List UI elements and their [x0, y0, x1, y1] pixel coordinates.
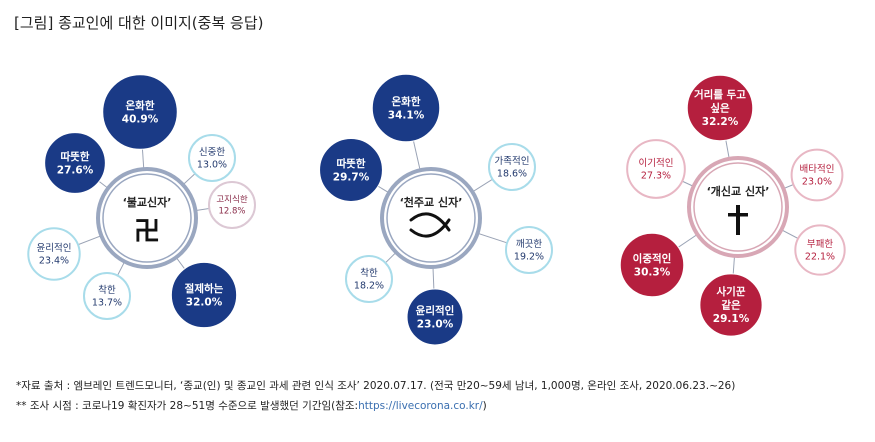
bubble-value: 13.7%: [92, 298, 122, 309]
bubble-label: 따뜻한: [337, 157, 366, 170]
bubble-value: 29.1%: [713, 313, 750, 325]
bubble-label: 깨끗한: [516, 238, 542, 250]
bubble-value: 18.6%: [497, 169, 527, 180]
bubble-value: 23.0%: [417, 318, 454, 330]
bubble-label: 윤리적인: [416, 304, 455, 317]
period-note-end: ): [482, 400, 487, 412]
center-ring-inner: [386, 173, 476, 263]
bubble-value: 27.3%: [641, 171, 671, 182]
bubble-label: 온화한: [126, 99, 155, 112]
bubble-value: 34.1%: [388, 109, 425, 121]
center-label: ‘천주교 신자’: [400, 195, 463, 209]
bubble-label: 가족적인: [495, 155, 530, 167]
bubble: [505, 226, 553, 274]
bubble-label: 절제하는: [185, 282, 224, 295]
fish-icon: [409, 212, 451, 238]
bubble: [170, 261, 238, 329]
period-note-text: ** 조사 시점 : 코로나19 확진자가 28~51명 수준으로 발생했던 기…: [16, 400, 359, 412]
bubble: [345, 255, 393, 303]
bubble-label: 싶은: [710, 102, 730, 115]
period-note: ** 조사 시점 : 코로나19 확진자가 28~51명 수준으로 발생했던 기…: [16, 398, 487, 413]
bubble-label: 고지식한: [216, 195, 247, 205]
bubble-value: 22.1%: [805, 252, 835, 263]
bubble-value: 12.8%: [218, 207, 245, 217]
bubble: [488, 143, 536, 191]
bubble: [699, 273, 763, 337]
source-link[interactable]: https://livecorona.co.kr/: [358, 400, 483, 412]
bubble: [686, 74, 754, 142]
bubble-value: 40.9%: [122, 113, 159, 125]
bubble: [406, 288, 464, 346]
center-label: ‘개신교 신자’: [707, 184, 770, 198]
bubble: [790, 148, 844, 202]
bubble-label: 이기적인: [639, 157, 674, 169]
bubble-label: 착한: [360, 268, 378, 279]
cross-icon-bar: [728, 213, 748, 217]
bubble-value: 32.0%: [186, 296, 223, 308]
bubble-label: 신중한: [199, 147, 225, 158]
bubble-label: 윤리적인: [37, 242, 72, 254]
bubble: [208, 181, 256, 229]
bubble-charts: ‘불교신자’卍온화한40.9%따뜻한27.6%신중한13.0%고지식한12.8%…: [27, 73, 846, 346]
bubble: [102, 74, 178, 150]
center-label: ‘불교신자’: [123, 195, 172, 209]
bubble-value: 13.0%: [197, 160, 227, 171]
bubble-value: 23.0%: [802, 177, 832, 188]
chart-title: [그림] 종교인에 대한 이미지(중복 응답): [14, 14, 264, 32]
bubble-label: 사기꾼: [717, 285, 746, 298]
bubble-value: 27.6%: [57, 164, 94, 176]
bubble-label: 거리를 두고: [694, 88, 746, 101]
source-note: *자료 출처 : 엠브레인 트렌드모니터, ‘종교(인) 및 종교인 과세 관련…: [16, 380, 736, 392]
bubble-label: 따뜻한: [61, 150, 90, 163]
bubble-label: 착한: [98, 285, 116, 296]
manji-icon: 卍: [134, 217, 160, 247]
bubble: [794, 224, 846, 276]
bubble: [626, 139, 686, 199]
bubble-value: 19.2%: [514, 252, 544, 263]
bubble: [619, 232, 685, 298]
bubble-value: 18.2%: [354, 281, 384, 292]
bubble: [27, 227, 81, 281]
bubble-label: 같은: [721, 299, 741, 312]
bubble: [44, 132, 106, 194]
bubble: [83, 272, 131, 320]
bubble-value: 32.2%: [702, 116, 739, 128]
bubble-label: 이중적인: [633, 252, 672, 265]
bubble-label: 부패한: [807, 239, 833, 250]
bubble-value: 23.4%: [39, 256, 69, 267]
bubble-label: 온화한: [392, 95, 421, 108]
bubble-value: 30.3%: [634, 266, 671, 278]
bubble-label: 배타적인: [800, 163, 835, 175]
bubble: [188, 134, 236, 182]
center-ring-inner: [102, 173, 192, 263]
bubble-value: 29.7%: [333, 171, 370, 183]
bubble: [371, 73, 441, 143]
bubble: [319, 138, 383, 202]
cross-icon: [736, 205, 740, 235]
